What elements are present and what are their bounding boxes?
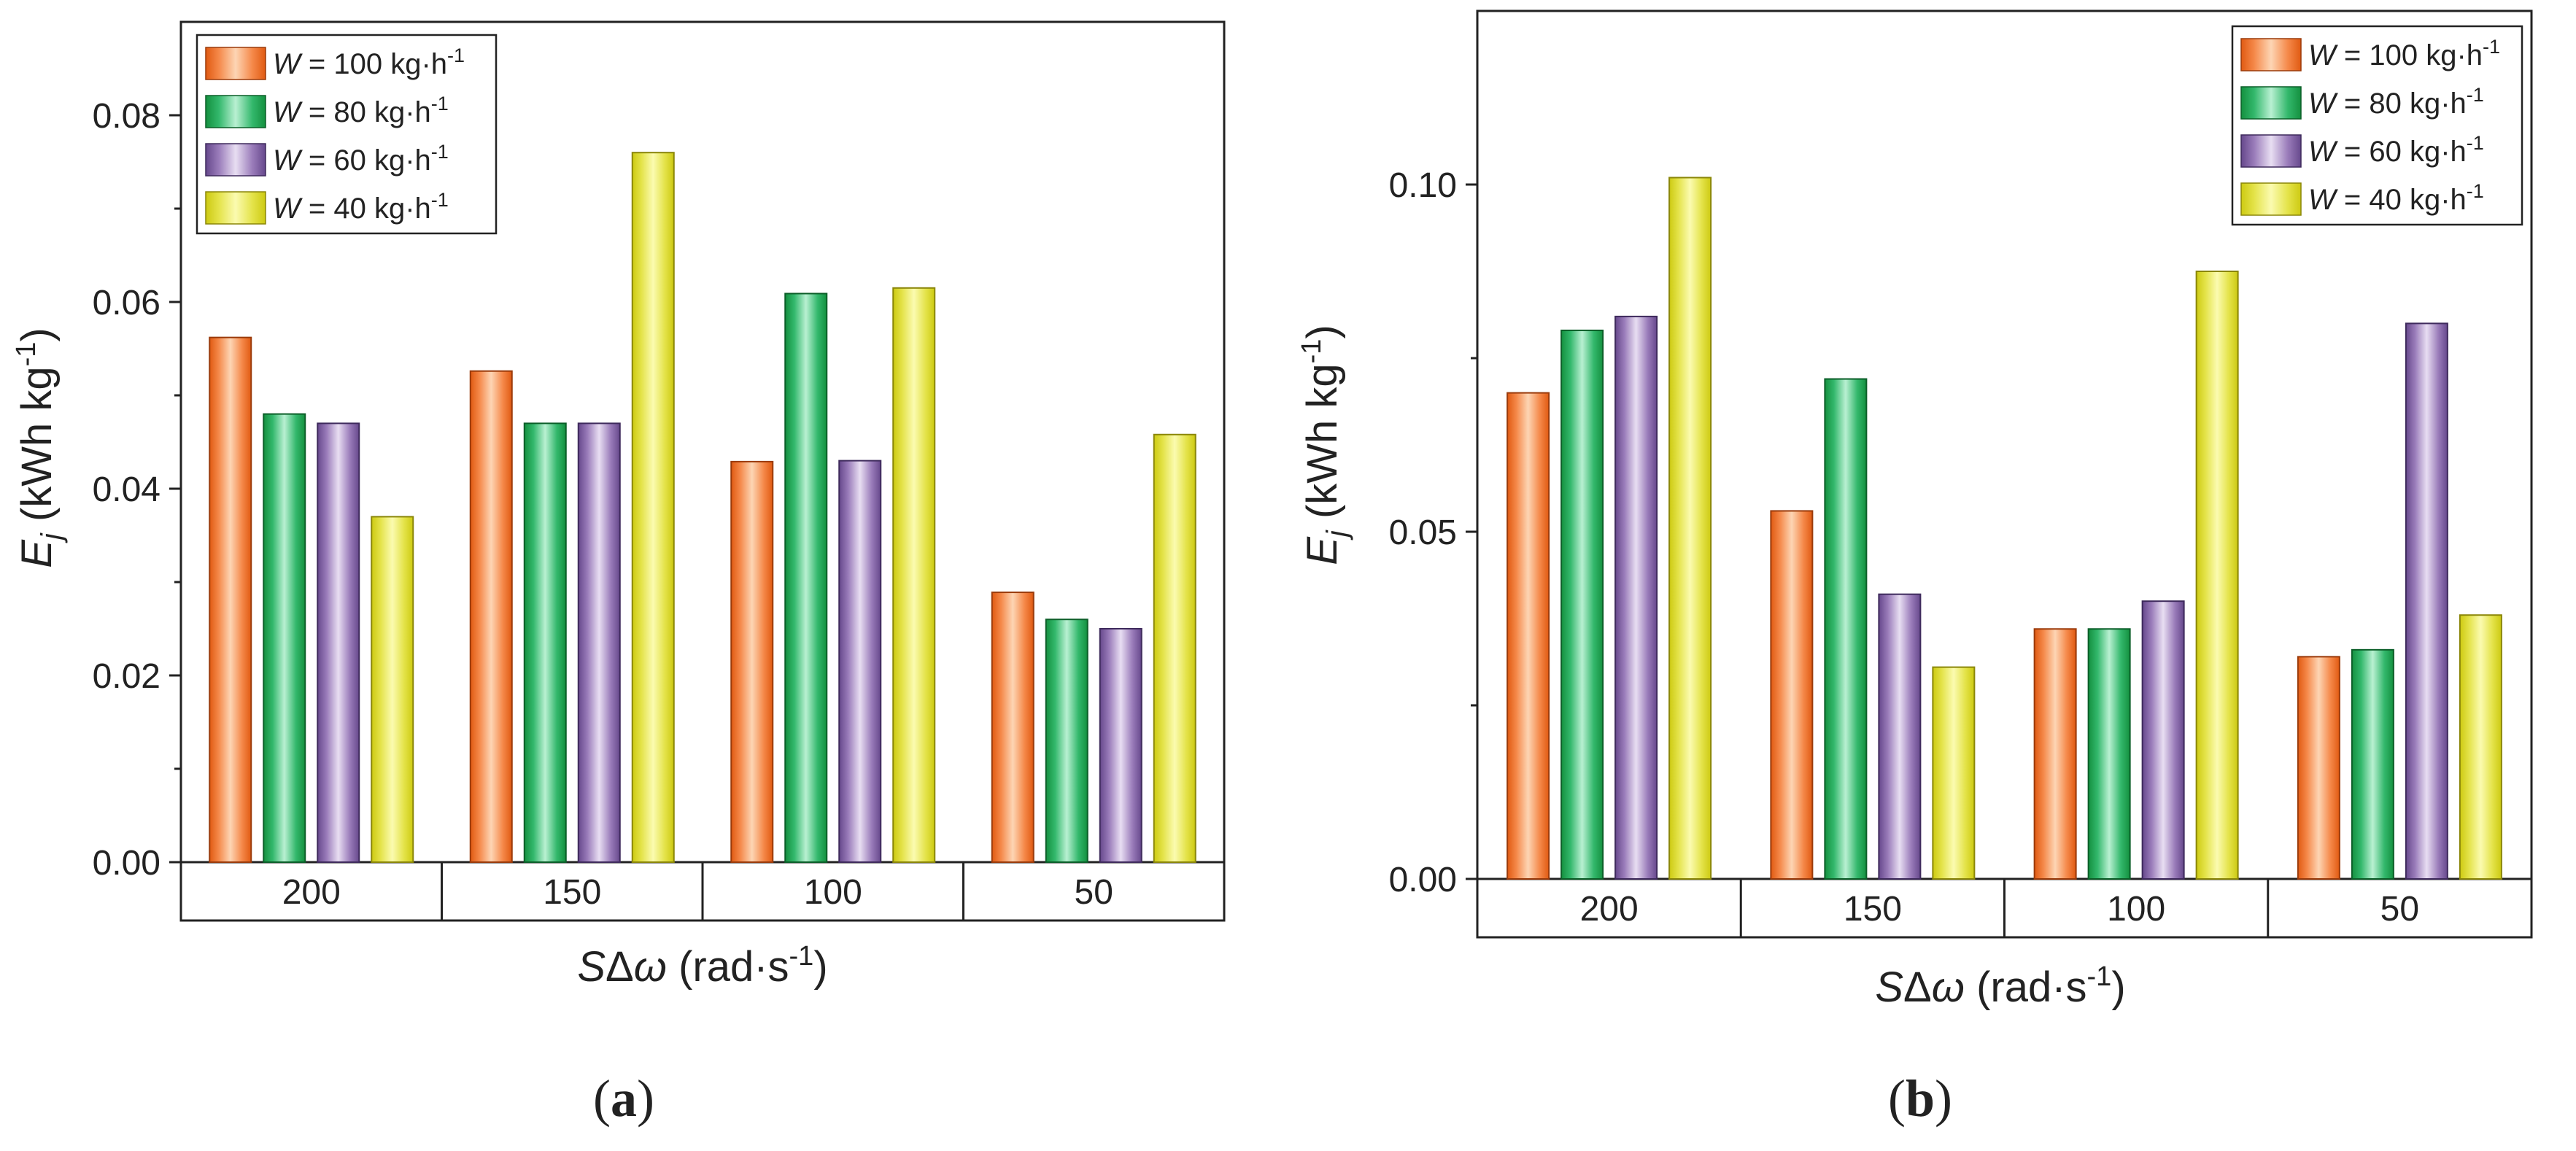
legend-label-W80: W = 80 kg·h-1: [273, 93, 449, 128]
bar-W60-50: [2405, 322, 2448, 880]
y-tick-label: 0.08: [93, 97, 160, 136]
bar-W40-200: [1668, 177, 1712, 880]
x-axis-label: SΔω (rad·s-1): [1875, 961, 2125, 1011]
x-category-label: 50: [2380, 890, 2419, 929]
legend-label-W80: W = 80 kg·h-1: [2308, 84, 2484, 120]
bar-W80-150: [1824, 378, 1868, 880]
x-category-label: 50: [1075, 873, 1113, 912]
legend-swatch-W100: [205, 47, 266, 80]
x-category-label: 150: [543, 873, 601, 912]
legend-label-W40: W = 40 kg·h-1: [273, 189, 449, 225]
y-tick-label: 0.00: [93, 844, 160, 883]
legend-swatch-W100: [2240, 38, 2302, 71]
legend-label-W100: W = 100 kg·h-1: [2308, 36, 2500, 71]
bar-W80-200: [1560, 329, 1604, 880]
x-category-label: 100: [804, 873, 862, 912]
legend-label-W60: W = 60 kg·h-1: [273, 141, 449, 177]
bar-W100-200: [209, 336, 252, 863]
chart-a: 0.00 0.02 0.04 0.06 0.08 200 150 100 50 W = 100 k…: [11, 20, 1226, 1128]
x-category-label: 100: [2107, 890, 2165, 929]
y-axis-label: Ej (kWh kg-1): [1296, 325, 1353, 565]
bar-W100-150: [469, 370, 513, 864]
bar-W40-100: [892, 287, 936, 863]
y-tick-label: 0.02: [93, 657, 160, 696]
bar-W60-150: [1878, 593, 1922, 880]
legend-swatch-W60: [205, 143, 266, 177]
bar-W40-200: [371, 516, 414, 864]
bar-W60-100: [838, 460, 882, 863]
bar-W40-150: [631, 152, 675, 863]
y-axis-label: Ej (kWh kg-1): [11, 328, 68, 568]
bar-W80-50: [1045, 619, 1088, 863]
panel-caption: (b): [1888, 1069, 1952, 1128]
bar-W40-50: [2459, 614, 2502, 880]
bar-W80-100: [2087, 628, 2131, 880]
y-tick-label: 0.04: [93, 470, 160, 509]
bar-W40-100: [2195, 271, 2239, 880]
y-tick-label: 0.05: [1389, 514, 1457, 552]
x-category-label: 200: [1580, 890, 1639, 929]
x-category-label: 200: [282, 873, 341, 912]
legend-label-W60: W = 60 kg·h-1: [2308, 132, 2484, 168]
bar-W80-50: [2351, 648, 2394, 880]
y-tick-label: 0.06: [93, 284, 160, 322]
bar-W60-100: [2141, 600, 2185, 880]
bar-W60-50: [1099, 628, 1142, 863]
bar-W80-150: [523, 422, 567, 863]
legend: W = 100 kg·h-1 W = 80 kg·h-1 W = 60 kg·h-1…: [2231, 25, 2523, 226]
bar-W100-100: [730, 460, 774, 863]
bar-W40-50: [1153, 433, 1196, 863]
bar-W100-50: [2297, 656, 2340, 880]
bar-W100-50: [991, 592, 1034, 864]
legend-swatch-W60: [2240, 134, 2302, 168]
legend-label-W40: W = 40 kg·h-1: [2308, 180, 2484, 216]
bar-W40-150: [1932, 666, 1976, 880]
legend-swatch-W40: [205, 191, 266, 225]
bar-W100-150: [1770, 510, 1814, 880]
legend-swatch-W80: [205, 95, 266, 128]
legend-label-W100: W = 100 kg·h-1: [273, 44, 465, 80]
bar-W100-100: [2033, 628, 2077, 880]
bar-W60-150: [577, 422, 621, 863]
x-category-label: 150: [1844, 890, 1902, 929]
bar-W100-200: [1506, 392, 1550, 880]
legend-swatch-W80: [2240, 86, 2302, 120]
legend-swatch-W40: [2240, 182, 2302, 216]
panel-caption: (a): [593, 1069, 654, 1128]
bar-W80-200: [263, 413, 306, 863]
y-tick-label: 0.00: [1389, 861, 1457, 899]
legend: W = 100 kg·h-1 W = 80 kg·h-1 W = 60 kg·h-1…: [196, 34, 498, 235]
y-tick-label: 0.10: [1389, 166, 1457, 205]
bar-W80-100: [784, 292, 828, 864]
bar-W60-200: [317, 422, 360, 863]
x-axis-label: SΔω (rad·s-1): [577, 941, 827, 991]
bar-W60-200: [1614, 315, 1658, 880]
